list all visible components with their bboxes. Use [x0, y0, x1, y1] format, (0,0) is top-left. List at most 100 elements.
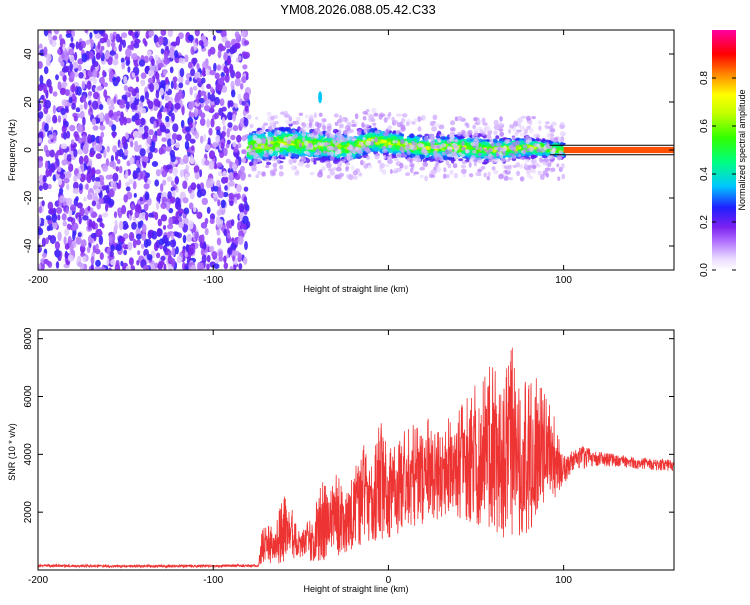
spectrogram-noise-cell: [194, 72, 198, 80]
spectrogram-noise-cell: [79, 104, 84, 111]
spectrogram-noise-cell: [120, 57, 125, 64]
spectrogram-halo-cell: [542, 161, 546, 166]
spectrogram-noise-cell: [63, 236, 67, 246]
spectrogram-halo-cell: [443, 167, 447, 173]
spectrogram-halo-cell: [247, 147, 252, 153]
spectrogram-halo-cell: [314, 121, 320, 127]
spectrogram-halo-cell: [393, 158, 399, 162]
spectrogram-noise-cell: [68, 165, 73, 172]
spectrogram-noise-cell: [94, 266, 101, 270]
spectrogram-signal-cell: [288, 145, 295, 151]
spectrogram-halo-cell: [475, 141, 479, 148]
spectrogram-halo-cell: [430, 120, 435, 127]
spectrogram-noise-cell: [223, 51, 228, 60]
spectrogram-noise-cell: [230, 134, 236, 141]
spectrogram-noise-cell: [73, 175, 78, 183]
spectrogram-noise-cell: [62, 43, 66, 52]
spectrogram-noise-cell: [232, 141, 237, 148]
spectrogram-halo-cell: [461, 160, 467, 165]
spectrogram-halo-cell: [441, 151, 446, 156]
spectrogram-halo-cell: [544, 124, 549, 129]
spectrogram-noise-cell: [223, 262, 229, 270]
spectrogram-noise-cell: [171, 258, 176, 267]
spectrogram-halo-cell: [273, 121, 279, 125]
spectrogram-halo-cell: [498, 173, 504, 180]
chart-title: YM08.2026.088.05.42.C33: [280, 2, 435, 17]
spectrogram-noise-cell: [60, 143, 68, 150]
spectrogram-halo-cell: [508, 177, 513, 181]
spectrogram-halo-cell: [517, 123, 522, 128]
spectrogram-signal-cell: [382, 152, 387, 157]
spectrogram-noise-cell: [65, 206, 69, 215]
spectrogram-halo-cell: [465, 132, 469, 139]
spectrogram-noise-cell: [213, 62, 217, 72]
spectrogram-noise-cell: [132, 238, 137, 249]
spectrogram-halo-cell: [400, 124, 406, 130]
spectrogram-noise-cell: [61, 99, 68, 107]
spectrogram-halo-cell: [430, 143, 435, 148]
spectrogram-noise-cell: [160, 183, 164, 192]
spectrogram-noise-cell: [77, 148, 84, 155]
spectrogram-noise-cell: [217, 199, 221, 207]
spectrogram-halo-cell: [292, 157, 297, 164]
spectrogram-noise-cell: [178, 221, 185, 229]
spectrogram-noise-cell: [205, 69, 211, 76]
spectrogram-noise-cell: [162, 179, 167, 186]
spectrogram-noise-cell: [82, 134, 87, 143]
spectrogram-noise-cell: [43, 66, 49, 75]
spectrogram-noise-cell: [166, 231, 171, 239]
spectrogram-noise-cell: [199, 135, 204, 144]
spectrogram-noise-cell: [78, 215, 82, 225]
spectrogram-halo-cell: [542, 170, 548, 176]
spectrogram-noise-cell: [239, 83, 244, 90]
spectrogram-noise-cell: [129, 209, 133, 216]
spectrogram-halo-cell: [436, 166, 441, 173]
spectrogram-halo-cell: [294, 170, 300, 176]
spectrogram-noise-cell: [203, 39, 209, 48]
spectrogram-signal-cell: [545, 149, 550, 153]
spectrogram-noise-cell: [71, 102, 76, 110]
spectrogram-noise-cell: [170, 196, 176, 204]
spectrogram-noise-cell: [210, 118, 215, 128]
spectrogram-noise-cell: [244, 105, 249, 112]
spectrogram-noise-cell: [99, 104, 104, 110]
spectrogram-halo-cell: [437, 139, 442, 143]
spectrogram-noise-cell: [197, 261, 202, 270]
spectrogram-halo-cell: [429, 140, 436, 145]
spectrogram-halo-cell: [514, 150, 519, 154]
spectrogram-noise-cell: [92, 77, 97, 85]
spectrogram-noise-cell: [223, 228, 227, 236]
spectrogram-halo-cell: [326, 125, 332, 132]
spectrogram-halo-cell: [449, 169, 454, 175]
spectrogram-noise-cell: [157, 62, 164, 68]
spectrogram-noise-cell: [89, 50, 94, 60]
spectrogram-noise-cell: [234, 197, 238, 204]
spectrogram-halo-cell: [434, 123, 441, 128]
spectrogram-signal-cell: [425, 145, 431, 151]
spectrogram-halo-cell: [468, 173, 474, 178]
spectrogram-noise-cell: [146, 254, 153, 261]
spectrogram-halo-cell: [476, 157, 483, 164]
spectrogram-noise-cell: [170, 154, 176, 163]
spectrogram-noise-cell: [116, 158, 121, 165]
spectrogram-noise-cell: [177, 77, 183, 83]
spectrogram-halo-cell: [334, 121, 339, 126]
spectrogram-noise-cell: [201, 197, 208, 206]
spectrogram-signal-cell: [495, 135, 500, 140]
spectrogram-noise-cell: [201, 84, 205, 93]
spectrogram-halo-cell: [452, 163, 458, 169]
spectrogram-noise-cell: [185, 133, 192, 142]
spectrogram-halo-cell: [254, 143, 258, 148]
spectrogram-noise-cell: [38, 160, 44, 168]
spectrogram-halo-cell: [473, 156, 477, 163]
spectrogram-signal-cell: [336, 159, 341, 162]
spectrogram-noise-cell: [163, 69, 167, 76]
spectrogram-halo-cell: [522, 144, 528, 149]
spectrogram-halo-cell: [514, 131, 519, 136]
spectrogram-noise-cell: [47, 234, 52, 240]
spectrogram-noise-cell: [192, 85, 198, 91]
spectrogram-halo-cell: [352, 170, 359, 176]
spectrogram-noise-cell: [156, 227, 162, 237]
spectrogram-halo-cell: [294, 120, 300, 125]
